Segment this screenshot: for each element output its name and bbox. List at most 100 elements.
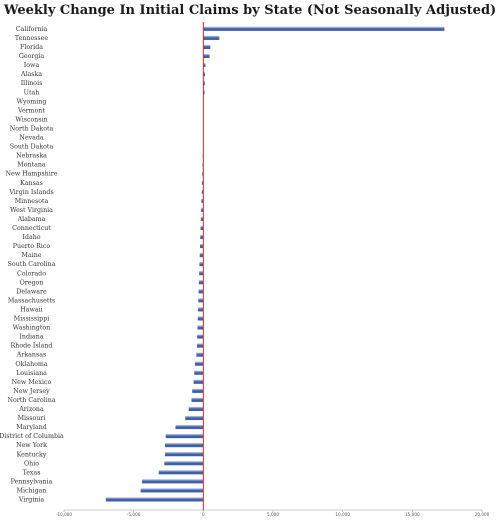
bar-arizona <box>188 406 204 411</box>
bar-south-carolina <box>199 262 204 267</box>
category-label: Wisconsin <box>15 116 47 123</box>
category-label: Arkansas <box>16 352 46 359</box>
bar-washington <box>197 325 204 330</box>
category-label: Tennessee <box>15 35 48 42</box>
bar-maryland <box>175 424 204 430</box>
category-label: Alaska <box>20 71 42 78</box>
bar-minnesota <box>201 198 204 203</box>
category-label: Kentucky <box>17 451 47 458</box>
bar-rhode-island <box>196 343 204 348</box>
category-label: Minnesota <box>15 198 49 205</box>
bar-new-york <box>165 443 204 448</box>
category-label: Idaho <box>22 234 40 241</box>
bar-arkansas <box>196 352 204 357</box>
bar-hawaii <box>198 307 204 312</box>
bar-north-carolina <box>191 397 204 402</box>
bar-georgia <box>203 53 210 59</box>
category-label: Michigan <box>17 487 47 494</box>
category-label: Texas <box>23 469 41 476</box>
category-label: Virginia <box>18 497 45 504</box>
category-label: Maine <box>22 252 42 259</box>
category-label: Delaware <box>16 288 47 295</box>
x-axis: -10,000 -5,000 0 5,000 10,000 15,000 20,000 <box>56 509 490 517</box>
category-label: Mississippi <box>14 316 50 323</box>
category-label: Maryland <box>16 424 47 431</box>
x-tick-label: -5,000 <box>127 512 141 517</box>
category-label: Colorado <box>17 270 46 277</box>
category-label: Nevada <box>19 135 44 142</box>
bar-west-virginia <box>201 207 204 212</box>
category-label: Pennsylvania <box>11 478 53 485</box>
category-label: South Dakota <box>10 144 54 151</box>
category-label: Montana <box>17 162 46 169</box>
category-label: Rhode Island <box>11 343 53 350</box>
category-label: Arizona <box>18 406 44 413</box>
category-label: North Carolina <box>7 397 55 404</box>
category-label: Connecticut <box>12 225 51 232</box>
category-label: Georgia <box>19 53 45 60</box>
bar-new-hampshire <box>202 171 204 176</box>
bar-utah <box>203 90 205 95</box>
category-label: Utah <box>24 89 40 96</box>
category-label: Oklahoma <box>15 361 48 368</box>
bar-district-of-columbia <box>165 433 204 439</box>
bar-illinois <box>203 81 205 86</box>
category-label: Hawaii <box>20 306 42 313</box>
bar-california <box>203 26 445 31</box>
bar-idaho <box>200 234 204 240</box>
bar-louisiana <box>194 370 204 375</box>
bar-michigan <box>140 488 204 493</box>
bar-texas <box>158 470 204 475</box>
category-label: South Carolina <box>8 261 56 268</box>
x-tick-label: 5,000 <box>267 512 279 517</box>
bar-delaware <box>198 289 204 294</box>
category-label: New Jersey <box>13 388 50 395</box>
x-tick-label: 0 <box>202 512 205 517</box>
bars-layer <box>105 26 445 502</box>
x-tick-label: 10,000 <box>335 512 350 517</box>
bar-indiana <box>197 334 204 339</box>
category-label: District of Columbia <box>0 433 64 440</box>
bar-alaska <box>203 71 206 77</box>
category-label: North Dakota <box>10 125 54 132</box>
x-tick-label: 15,000 <box>405 512 420 517</box>
bar-alabama <box>200 216 204 221</box>
category-label: New York <box>16 442 47 449</box>
bar-connecticut <box>200 225 204 230</box>
bar-virginia <box>105 497 204 502</box>
chart-title: Weekly Change In Initial Claims by State… <box>3 3 497 18</box>
category-label: New Hampshire <box>6 171 58 178</box>
category-label: Virgin Islands <box>8 189 53 196</box>
category-label: Kansas <box>20 180 43 187</box>
category-label: Vermont <box>17 107 46 114</box>
x-tick-label: 20,000 <box>475 512 490 517</box>
category-label: New Mexico <box>12 379 52 386</box>
bar-florida <box>203 44 211 49</box>
category-label: Louisiana <box>16 370 47 377</box>
category-label: Indiana <box>19 334 43 341</box>
x-tick-label: -10,000 <box>56 512 72 517</box>
bar-maine <box>199 252 204 258</box>
bar-massachusetts <box>198 298 204 303</box>
bar-iowa <box>203 62 206 68</box>
bar-virgin-islands <box>201 189 204 194</box>
category-labels: California Tennessee Florida Georgia Iowa Ala… <box>0 26 64 504</box>
bar-kansas <box>201 180 204 185</box>
bar-missouri <box>185 415 204 421</box>
category-label: Illinois <box>21 80 43 87</box>
category-label: Florida <box>20 44 43 51</box>
category-label: Washington <box>13 325 50 332</box>
bar-tennessee <box>203 35 220 40</box>
bar-colorado <box>199 271 204 276</box>
category-label: Wyoming <box>17 98 47 105</box>
category-label: West Virginia <box>10 207 53 214</box>
bar-kentucky <box>165 452 204 457</box>
category-label: Oregon <box>20 279 44 286</box>
category-label: Puerto Rico <box>13 243 51 250</box>
category-label: Alabama <box>17 216 46 223</box>
bar-pennsylvania <box>142 479 204 484</box>
category-label: California <box>16 26 48 33</box>
bar-oregon <box>198 280 204 285</box>
bar-oklahoma <box>194 361 204 366</box>
